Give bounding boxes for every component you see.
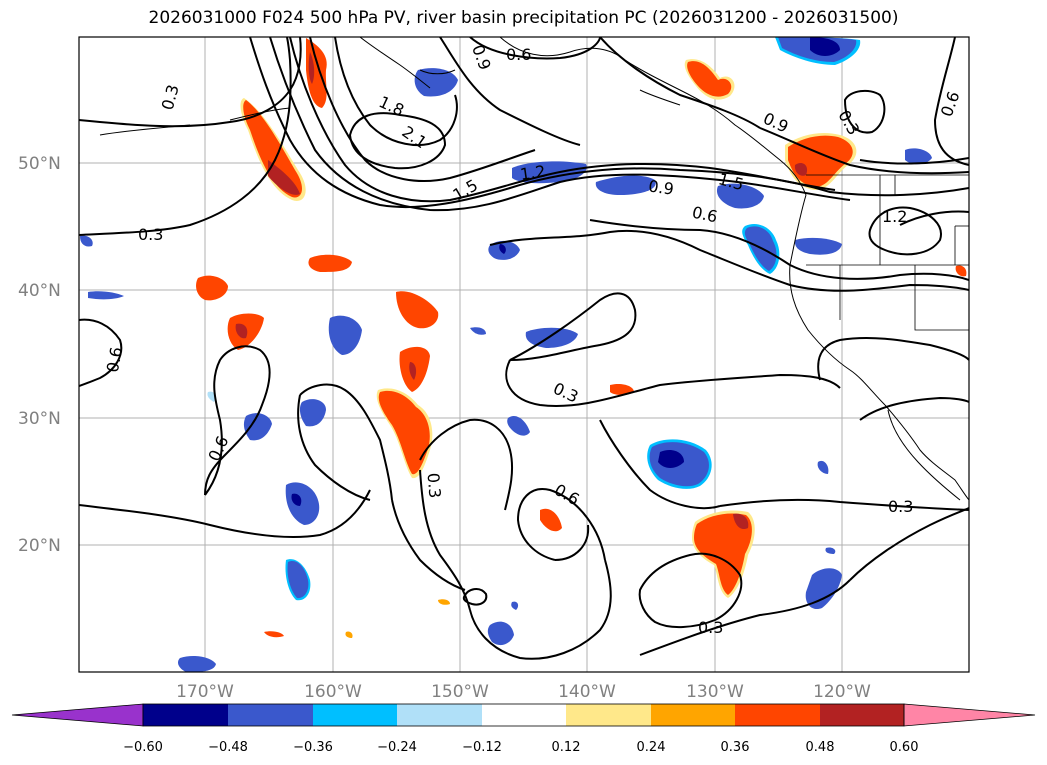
colorbar-segment <box>651 704 735 726</box>
colorbar-tick: −0.36 <box>293 740 333 755</box>
lon-label: 150°W <box>431 682 489 702</box>
contour-label: 0.3 <box>698 618 723 637</box>
colorbar-segment <box>143 704 228 726</box>
colorbar-segment <box>820 704 904 726</box>
map-frame <box>78 36 970 673</box>
colorbar-tick: −0.48 <box>208 740 248 755</box>
colorbar-tick: 0.12 <box>552 740 581 755</box>
colorbar-ticks: −0.60 −0.48 −0.36 −0.24 −0.12 0.12 0.24 … <box>123 740 918 755</box>
contour-label: 0.3 <box>888 497 913 516</box>
lat-label: 50°N <box>18 154 61 174</box>
contour-label: 0.3 <box>423 472 444 499</box>
lat-label: 20°N <box>18 536 61 556</box>
pv-contours <box>79 37 969 660</box>
contour-label: 0.6 <box>103 345 126 373</box>
lon-label: 140°W <box>558 682 616 702</box>
lon-label: 130°W <box>686 682 744 702</box>
colorbar-frame <box>142 703 905 727</box>
latitude-labels: 50°N 40°N 30°N 20°N <box>18 154 61 556</box>
lon-label: 120°W <box>813 682 871 702</box>
colorbar-segment <box>566 704 651 726</box>
lon-label: 160°W <box>304 682 362 702</box>
colorbar-extend-high <box>903 703 1036 727</box>
lat-label: 30°N <box>18 409 61 429</box>
contour-label: 0.6 <box>506 45 531 64</box>
colorbar-tick: 0.36 <box>721 740 750 755</box>
precip-positive-areas <box>196 38 967 638</box>
colorbar-tick: 0.48 <box>806 740 835 755</box>
colorbar-tick: −0.24 <box>377 740 417 755</box>
colorbar-segment <box>313 704 397 726</box>
colorbar-extend-low <box>11 703 144 727</box>
colorbar-segment <box>228 704 313 726</box>
state-borders <box>806 174 969 331</box>
lon-label: 170°W <box>176 682 234 702</box>
contour-label: 0.3 <box>138 225 163 244</box>
colorbar-tick: −0.60 <box>123 740 163 755</box>
colorbar-segment <box>397 704 482 726</box>
longitude-labels: 170°W 160°W 150°W 140°W 130°W 120°W <box>176 682 871 702</box>
colorbar-tick: −0.12 <box>462 740 502 755</box>
contour-label: 1.2 <box>519 162 547 184</box>
contour-label: 1.2 <box>882 207 907 226</box>
colorbar: −0.60 −0.48 −0.36 −0.24 −0.12 0.12 0.24 … <box>11 703 1036 755</box>
colorbar-tick: 0.60 <box>890 740 919 755</box>
colorbar-segment <box>735 704 820 726</box>
lat-label: 40°N <box>18 281 61 301</box>
contour-label: 0.6 <box>690 203 719 227</box>
contour-label: 0.9 <box>647 176 675 198</box>
colorbar-segment <box>482 704 566 726</box>
colorbar-tick: 0.24 <box>637 740 666 755</box>
map-title: 2026031000 F024 500 hPa PV, river basin … <box>148 8 899 28</box>
